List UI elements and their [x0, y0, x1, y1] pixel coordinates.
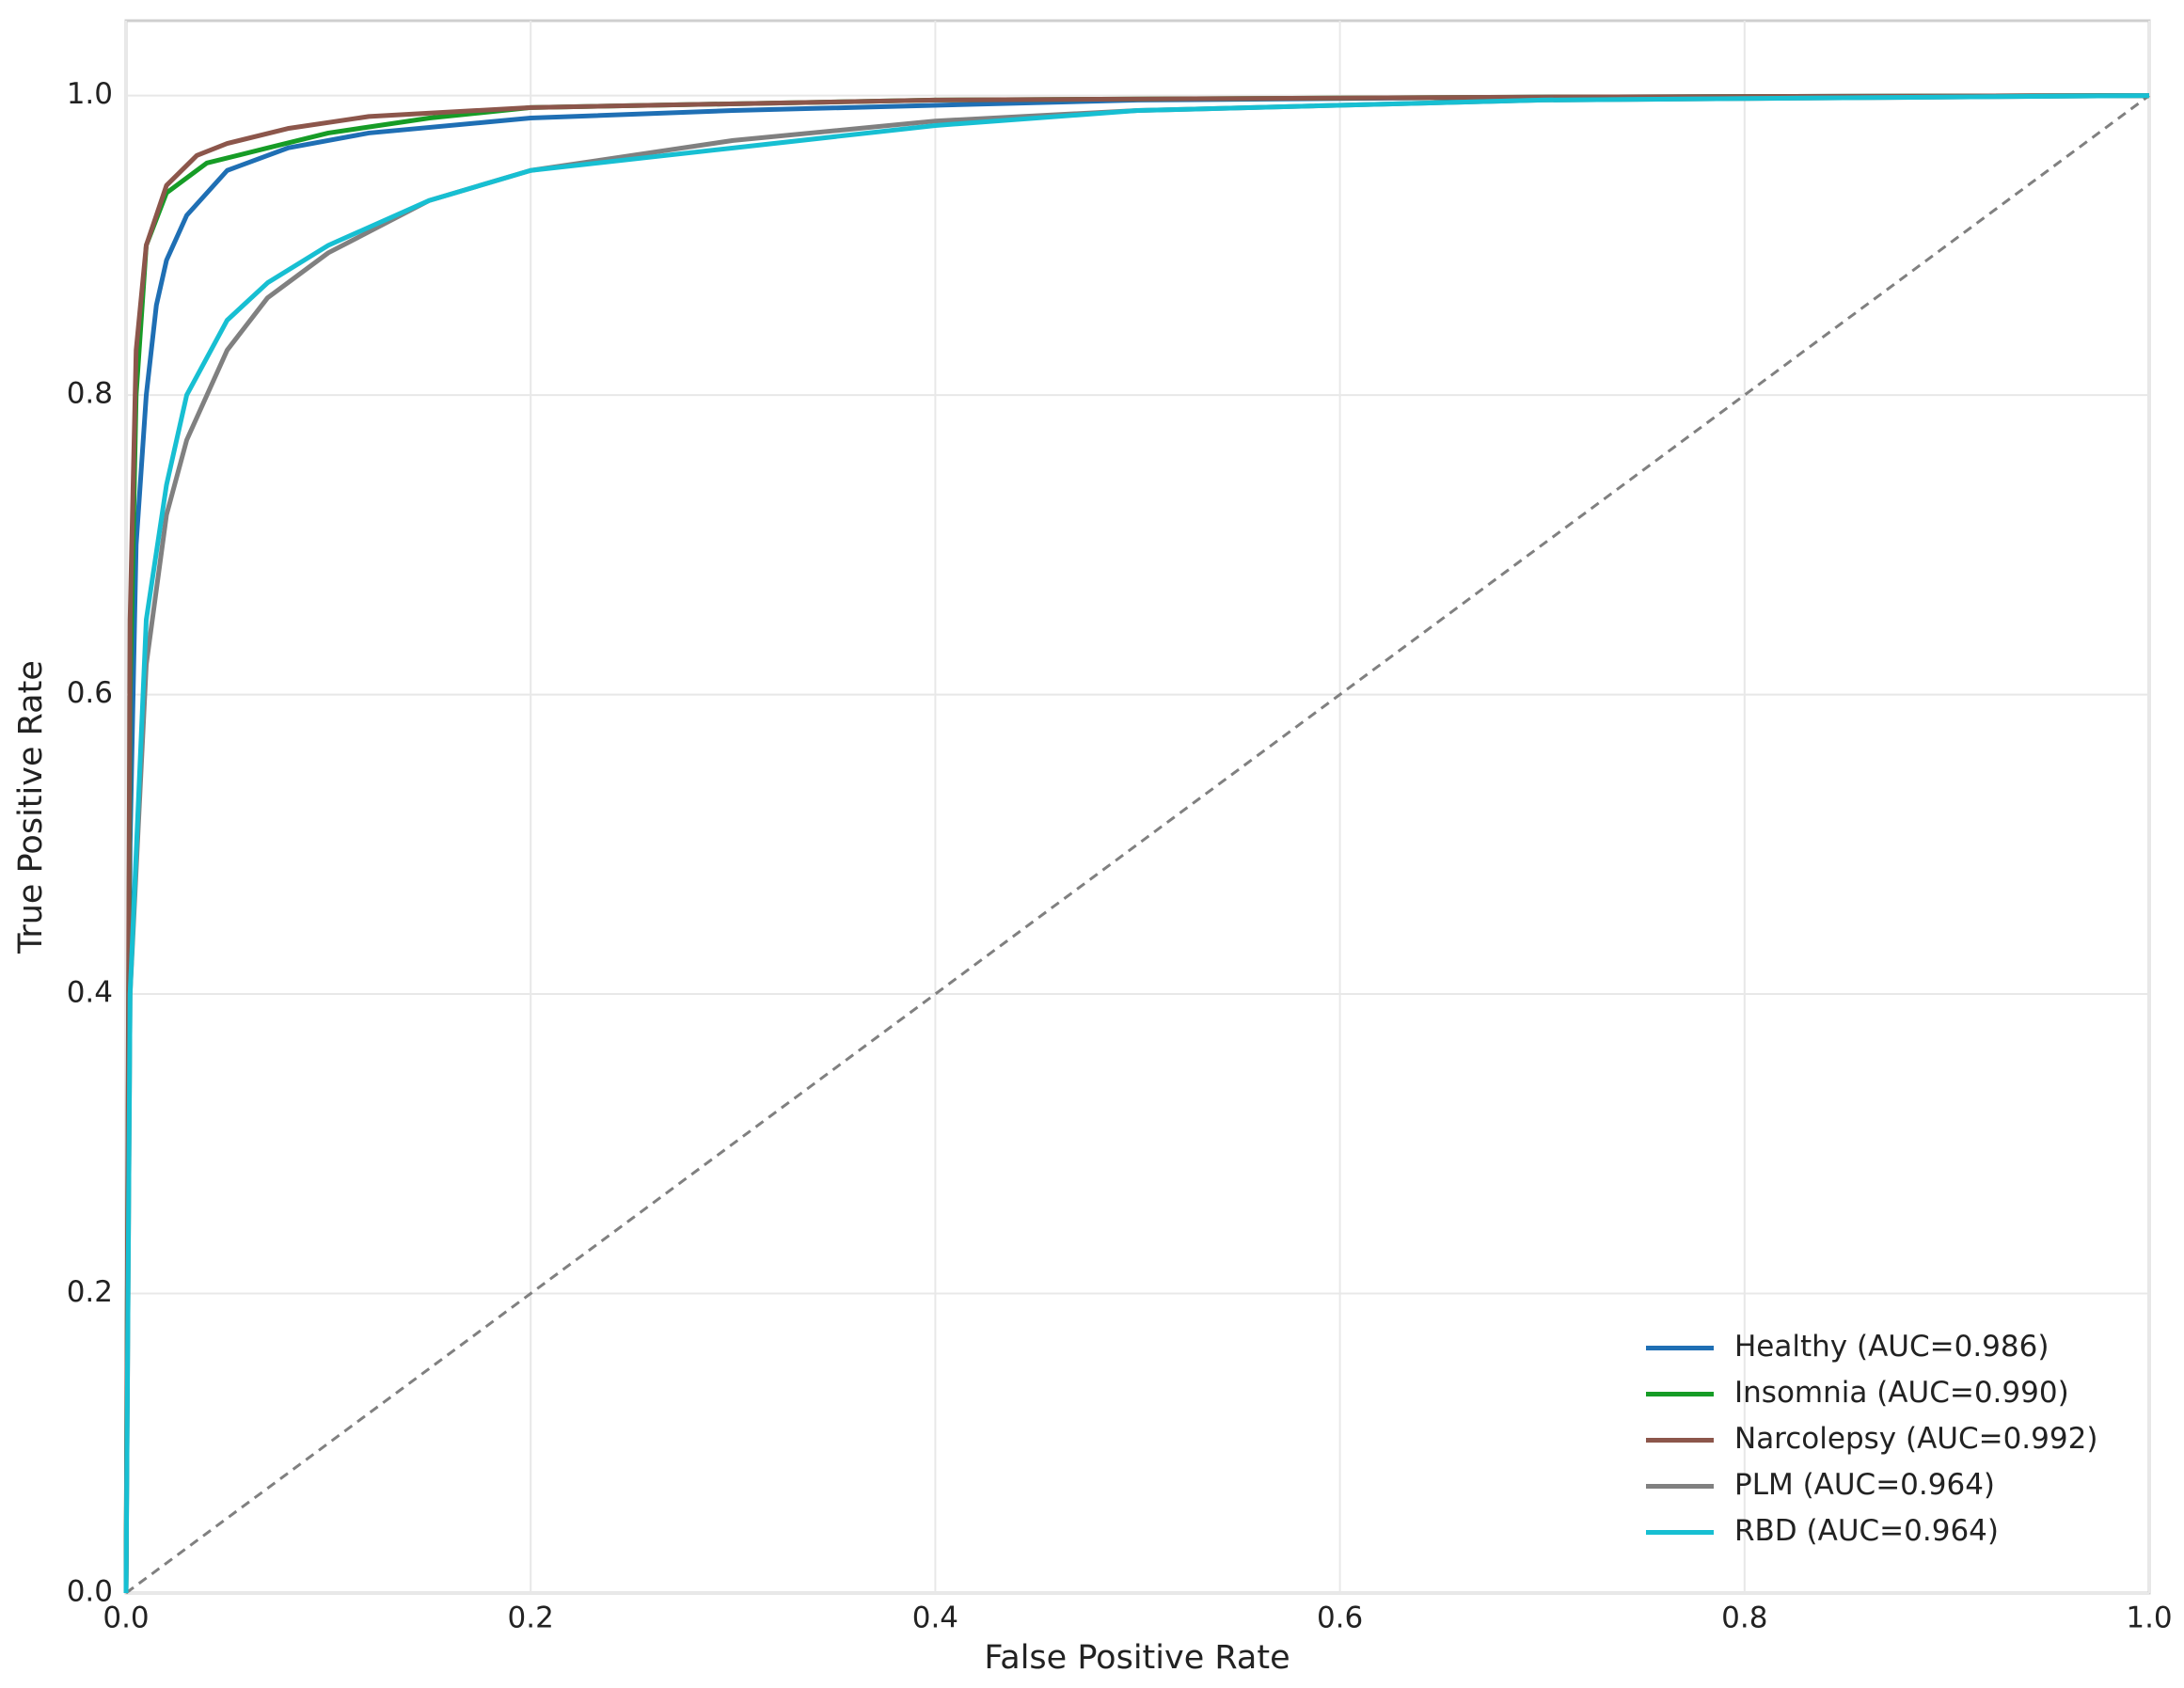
reference-line	[125, 94, 2150, 1595]
x-tick-label: 0.8	[1721, 1601, 1767, 1635]
x-tick-label: 0.6	[1317, 1601, 1363, 1635]
legend-label: Narcolepsy (AUC=0.992)	[1734, 1422, 2097, 1456]
legend-label: PLM (AUC=0.964)	[1734, 1468, 1995, 1502]
y-tick-label: 1.0	[67, 77, 113, 111]
y-tick-label: 0.6	[67, 676, 113, 710]
roc-curve	[123, 93, 2150, 1594]
plot-area	[124, 19, 2151, 1595]
x-tick-label: 0.0	[103, 1601, 149, 1635]
y-tick-label: 0.0	[67, 1575, 113, 1609]
legend-label: Healthy (AUC=0.986)	[1734, 1330, 2049, 1364]
y-axis-title: True Positive Rate	[12, 660, 50, 954]
x-tick-label: 0.2	[508, 1601, 554, 1635]
x-axis-title: False Positive Rate	[984, 1639, 1290, 1677]
x-tick-label: 1.0	[2126, 1601, 2172, 1635]
y-tick-label: 0.2	[67, 1275, 113, 1309]
y-tick-label: 0.8	[67, 377, 113, 411]
x-tick-label: 0.4	[912, 1601, 958, 1635]
roc-curve	[123, 93, 2150, 1594]
roc-curve	[123, 93, 2150, 1594]
y-tick-label: 0.4	[67, 976, 113, 1010]
legend-label: RBD (AUC=0.964)	[1734, 1514, 1999, 1548]
legend-label: Insomnia (AUC=0.990)	[1734, 1376, 2069, 1410]
